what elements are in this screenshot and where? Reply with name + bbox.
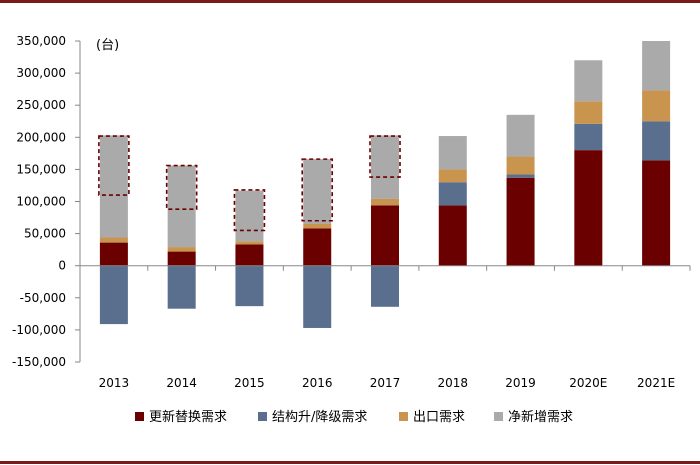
bar-2021E-series-3 — [642, 41, 671, 91]
highlight-box-2013 — [98, 135, 130, 196]
x-tick-label: 2017 — [370, 376, 401, 390]
y-tick-label: -50,000 — [20, 291, 66, 305]
highlight-box-2015 — [233, 189, 266, 232]
unit-label: (台) — [96, 38, 119, 53]
bar-2015-series-0 — [235, 244, 264, 266]
bar-2014-series-2 — [167, 247, 196, 252]
x-tick-label: 2020E — [569, 376, 607, 390]
bar-2018-series-1 — [438, 182, 467, 206]
x-tick-label: 2014 — [166, 376, 197, 390]
axes-layer: 350,000 300,000 250,000 200,000 150,000 100,0… — [12, 34, 691, 390]
bottom-border — [0, 461, 700, 464]
y-tick-label: 200,000 — [16, 130, 66, 144]
bar-2020E-series-0 — [574, 150, 603, 266]
bar-2015-series-3 — [235, 190, 264, 242]
x-tick-label: 2013 — [99, 376, 130, 390]
bar-2016-series-3 — [303, 159, 332, 224]
legend-label-3: 净新增需求 — [508, 409, 573, 425]
highlight-box-2014 — [165, 164, 198, 211]
legend-label-1: 结构升/降级需求 — [272, 410, 367, 425]
y-tick-label: 300,000 — [16, 66, 66, 80]
bar-2015-series-2 — [235, 241, 264, 245]
y-tick-label: 0 — [58, 259, 66, 273]
bar-2014-series-1 — [167, 265, 196, 309]
legend-swatch-1 — [258, 412, 267, 421]
y-tick-label: 250,000 — [16, 98, 66, 112]
bar-2017-series-2 — [371, 198, 399, 206]
bar-2021E-series-2 — [642, 90, 671, 122]
bar-2019-series-2 — [506, 156, 535, 175]
bar-2014-series-0 — [167, 251, 196, 266]
highlight-box-2017 — [369, 135, 401, 178]
bar-2020E-series-1 — [574, 123, 603, 151]
bar-2017-series-1 — [371, 265, 399, 307]
y-tick-label: 150,000 — [16, 162, 66, 176]
bar-2013-series-2 — [99, 237, 128, 243]
bar-2017-series-3 — [371, 135, 399, 199]
y-tick-label: 350,000 — [16, 34, 66, 48]
bar-2020E-series-3 — [574, 60, 603, 102]
bar-2019-series-3 — [506, 114, 535, 157]
bar-2019-series-1 — [506, 174, 535, 178]
bar-2016-series-1 — [303, 265, 332, 328]
y-tick-label: 50,000 — [24, 227, 66, 241]
x-tick-label: 2016 — [302, 376, 333, 390]
x-tick-label: 2021E — [637, 376, 675, 390]
highlight-boxes-layer — [98, 135, 401, 232]
bar-2016-series-0 — [303, 228, 332, 266]
bar-2021E-series-1 — [642, 121, 671, 161]
bar-2018-series-2 — [438, 169, 467, 183]
bar-2013-series-3 — [99, 135, 128, 238]
bar-2018-series-0 — [438, 205, 467, 266]
x-tick-label: 2018 — [438, 376, 469, 390]
bar-2021E-series-0 — [642, 160, 671, 266]
bar-2020E-series-2 — [574, 101, 603, 124]
bar-2019-series-0 — [506, 177, 535, 266]
y-tick-label: -150,000 — [12, 355, 66, 369]
bar-2018-series-3 — [438, 136, 467, 170]
bar-2013-series-0 — [99, 242, 128, 266]
x-tick-label: 2015 — [234, 376, 265, 390]
bar-2017-series-0 — [371, 205, 399, 266]
legend: 更新替换需求 结构升/降级需求 出口需求 净新增需求 — [135, 409, 573, 425]
legend-label-0: 更新替换需求 — [149, 409, 227, 425]
bar-2013-series-1 — [99, 265, 128, 325]
highlight-box-2016 — [301, 158, 334, 222]
bars-layer — [99, 41, 671, 328]
legend-label-2: 出口需求 — [413, 410, 465, 425]
y-tick-label: -100,000 — [12, 323, 66, 337]
top-border — [0, 0, 700, 3]
bar-2014-series-3 — [167, 165, 196, 248]
x-tick-label: 2019 — [505, 376, 536, 390]
y-tick-label: 100,000 — [16, 195, 66, 209]
legend-swatch-0 — [135, 412, 144, 421]
legend-swatch-3 — [494, 412, 503, 421]
legend-swatch-2 — [399, 412, 408, 421]
bar-2016-series-2 — [303, 223, 332, 229]
bar-2015-series-1 — [235, 265, 264, 307]
